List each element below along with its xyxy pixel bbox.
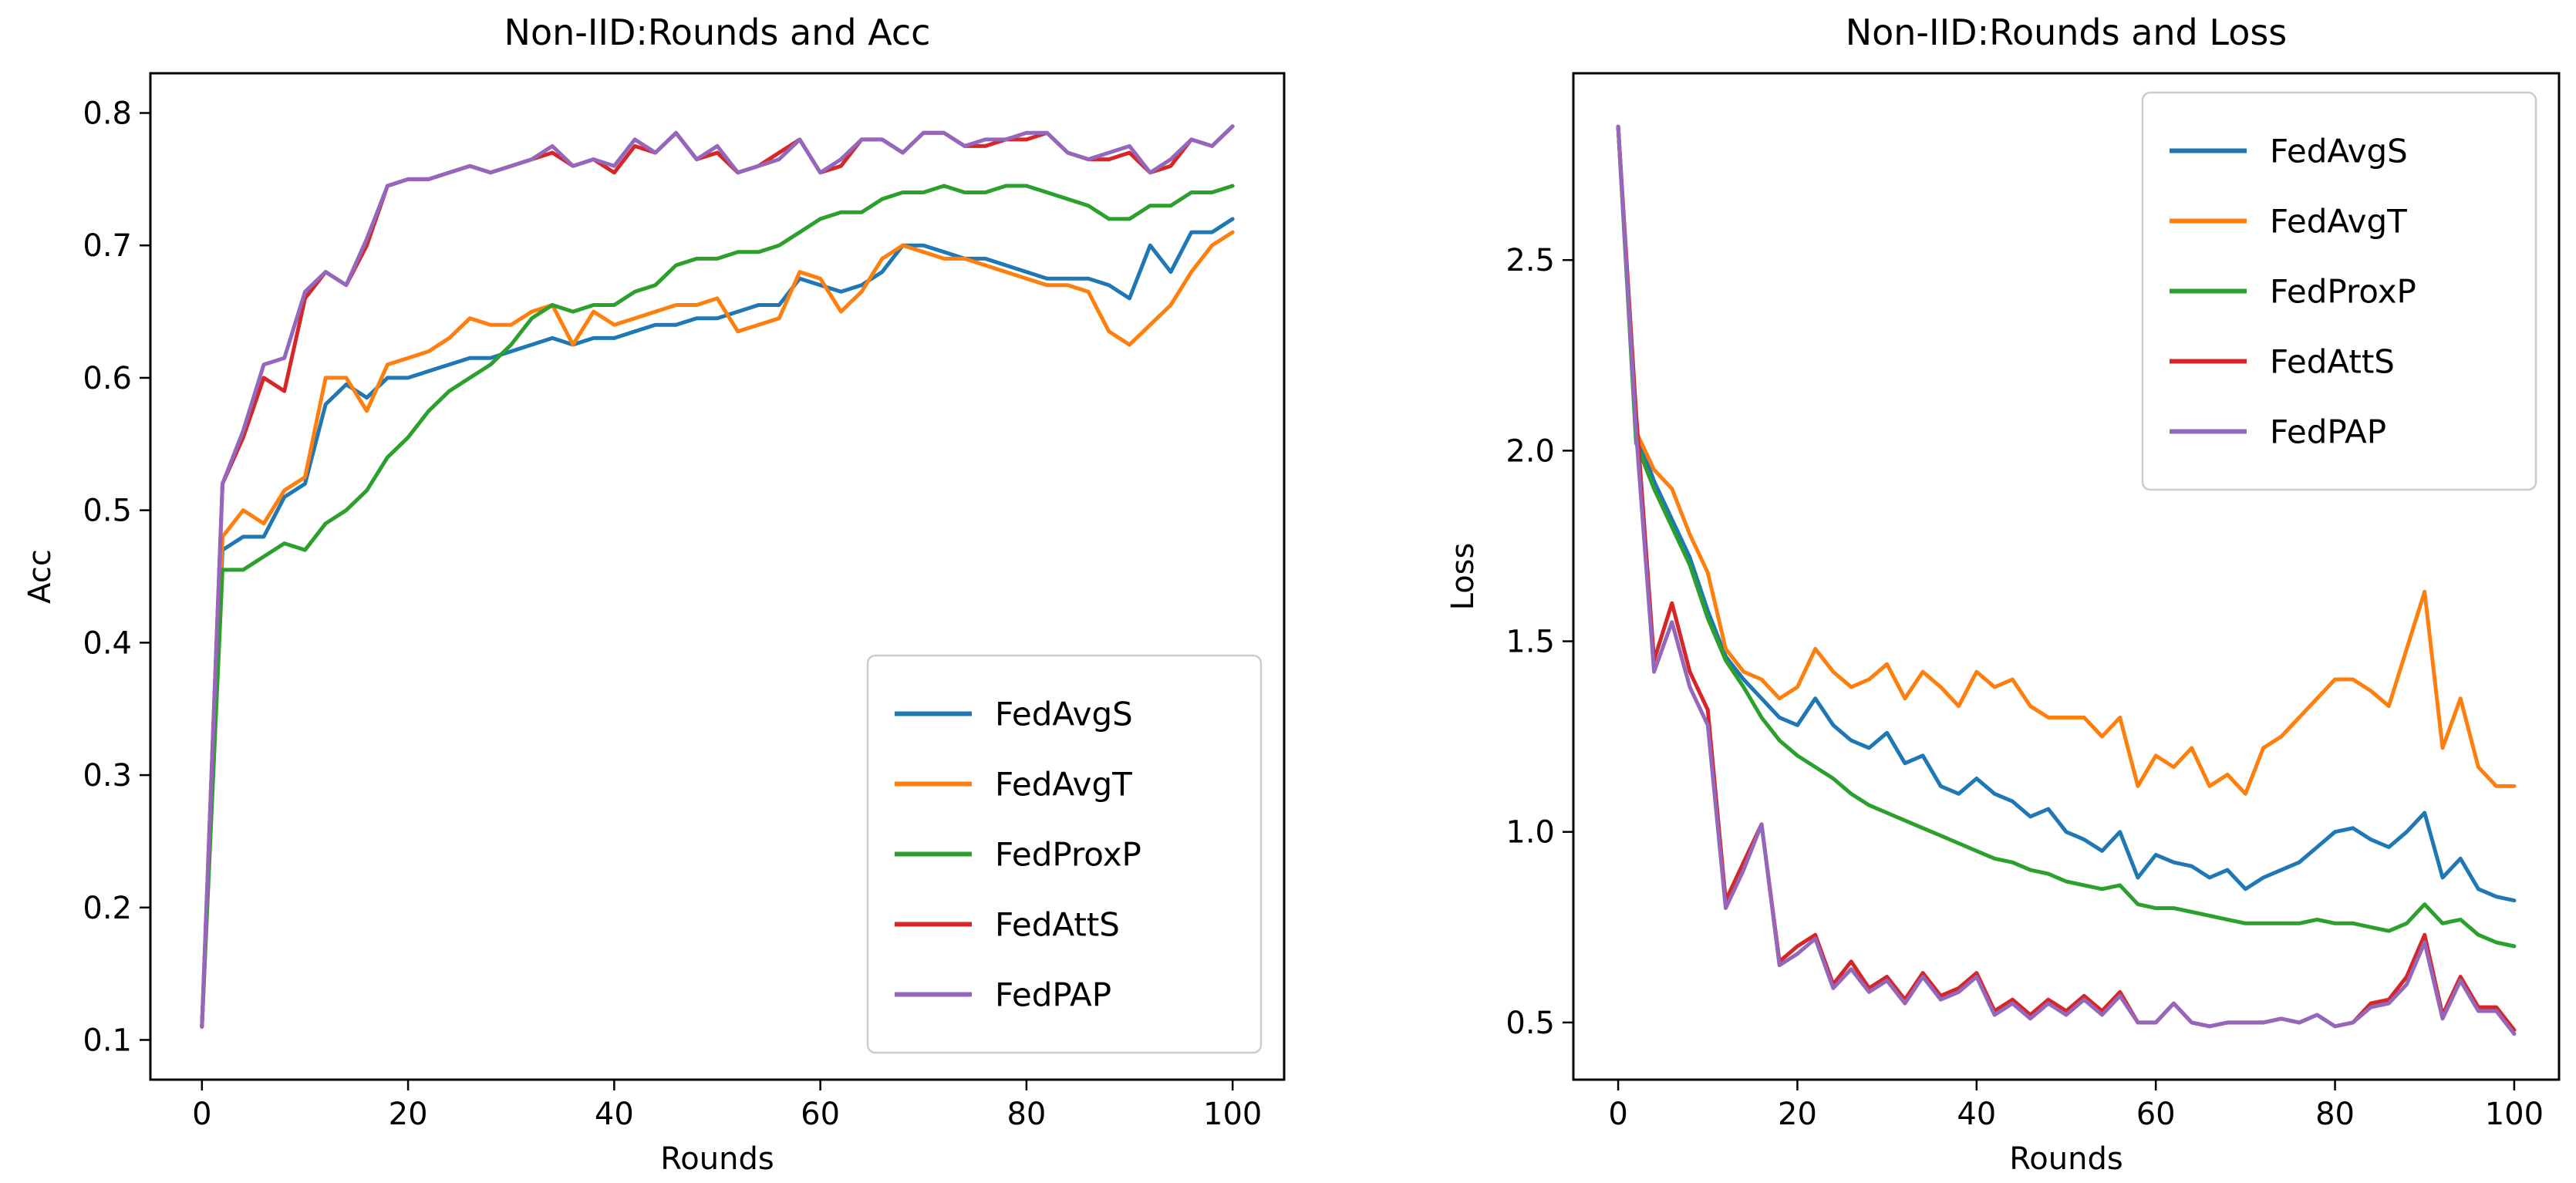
x-tick-label: 100 xyxy=(2485,1097,2544,1132)
legend: FedAvgS FedAvgT FedProxP FedAttS FedPAP xyxy=(866,654,1263,1054)
series-line-FedAvgT xyxy=(1616,124,2517,796)
series-line-FedAvgS xyxy=(1616,124,2517,903)
y-axis-label: Acc xyxy=(22,549,58,604)
y-tick-label: 0.7 xyxy=(83,228,132,264)
x-tick-label: 40 xyxy=(1957,1097,1996,1132)
y-axis-label: Loss xyxy=(1445,543,1481,611)
y-tick-label: 1.5 xyxy=(1505,625,1555,660)
legend-label-FedPAP: FedPAP xyxy=(995,976,1111,1014)
legend-label-FedAttS: FedAttS xyxy=(2270,343,2395,381)
legend-label-FedProxP: FedProxP xyxy=(2270,273,2416,311)
x-tick-label: 60 xyxy=(801,1097,840,1132)
series-line-FedProxP xyxy=(1616,124,2517,949)
series-line-FedPAP xyxy=(200,124,1235,1029)
series-line-FedPAP xyxy=(1616,124,2517,1036)
x-tick-label: 0 xyxy=(1608,1097,1627,1132)
legend-box xyxy=(866,654,1263,1054)
legend-label-FedPAP: FedPAP xyxy=(2270,413,2386,451)
legend-box xyxy=(2141,91,2537,491)
y-tick-label: 0.1 xyxy=(83,1023,132,1058)
legend-label-FedAvgS: FedAvgS xyxy=(995,696,1133,733)
y-tick-label: 2.0 xyxy=(1505,433,1555,469)
y-tick-label: 0.5 xyxy=(1505,1006,1555,1041)
loss-chart: Non-IID:Rounds and Loss 0 20 40 60 80 100 0.5 1.… xyxy=(1445,12,2561,1177)
chart-title: Non-IID:Rounds and Acc xyxy=(504,12,931,53)
chart-title: Non-IID:Rounds and Loss xyxy=(1846,12,2288,53)
y-tick-label: 0.3 xyxy=(83,758,132,794)
y-tick-label: 0.5 xyxy=(83,494,132,529)
y-tick-label: 0.4 xyxy=(83,625,132,661)
y-tick-label: 0.8 xyxy=(83,96,132,132)
x-axis-label: Rounds xyxy=(2009,1141,2123,1177)
legend: FedAvgS FedAvgT FedProxP FedAttS FedPAP xyxy=(2141,91,2537,491)
legend-label-FedAttS: FedAttS xyxy=(995,906,1120,944)
legend-label-FedAvgT: FedAvgT xyxy=(2270,203,2407,241)
acc-chart: Non-IID:Rounds and Acc 0 20 40 60 80 100 0.1 0.2… xyxy=(22,12,1286,1177)
plot-border xyxy=(149,72,1286,1081)
x-tick-label: 80 xyxy=(2315,1097,2355,1132)
legend-label-FedProxP: FedProxP xyxy=(995,836,1141,874)
y-tick-label: 1.0 xyxy=(1505,815,1555,851)
x-tick-label: 20 xyxy=(389,1097,428,1132)
x-tick-label: 40 xyxy=(595,1097,634,1132)
series-line-FedProxP xyxy=(200,184,1235,1029)
y-tick-label: 0.6 xyxy=(83,361,132,396)
x-tick-label: 60 xyxy=(2136,1097,2176,1132)
x-tick-label: 20 xyxy=(1778,1097,1817,1132)
y-tick-label: 2.5 xyxy=(1505,243,1555,278)
legend-label-FedAvgT: FedAvgT xyxy=(995,766,1132,804)
plot-border xyxy=(1572,72,2561,1081)
x-tick-label: 80 xyxy=(1006,1097,1046,1132)
x-axis-label: Rounds xyxy=(660,1141,774,1177)
legend-label-FedAvgS: FedAvgS xyxy=(2270,133,2408,170)
x-tick-label: 100 xyxy=(1203,1097,1262,1132)
series-line-FedAvgT xyxy=(200,230,1235,1029)
y-tick-label: 0.2 xyxy=(83,891,132,926)
x-tick-label: 0 xyxy=(192,1097,211,1132)
